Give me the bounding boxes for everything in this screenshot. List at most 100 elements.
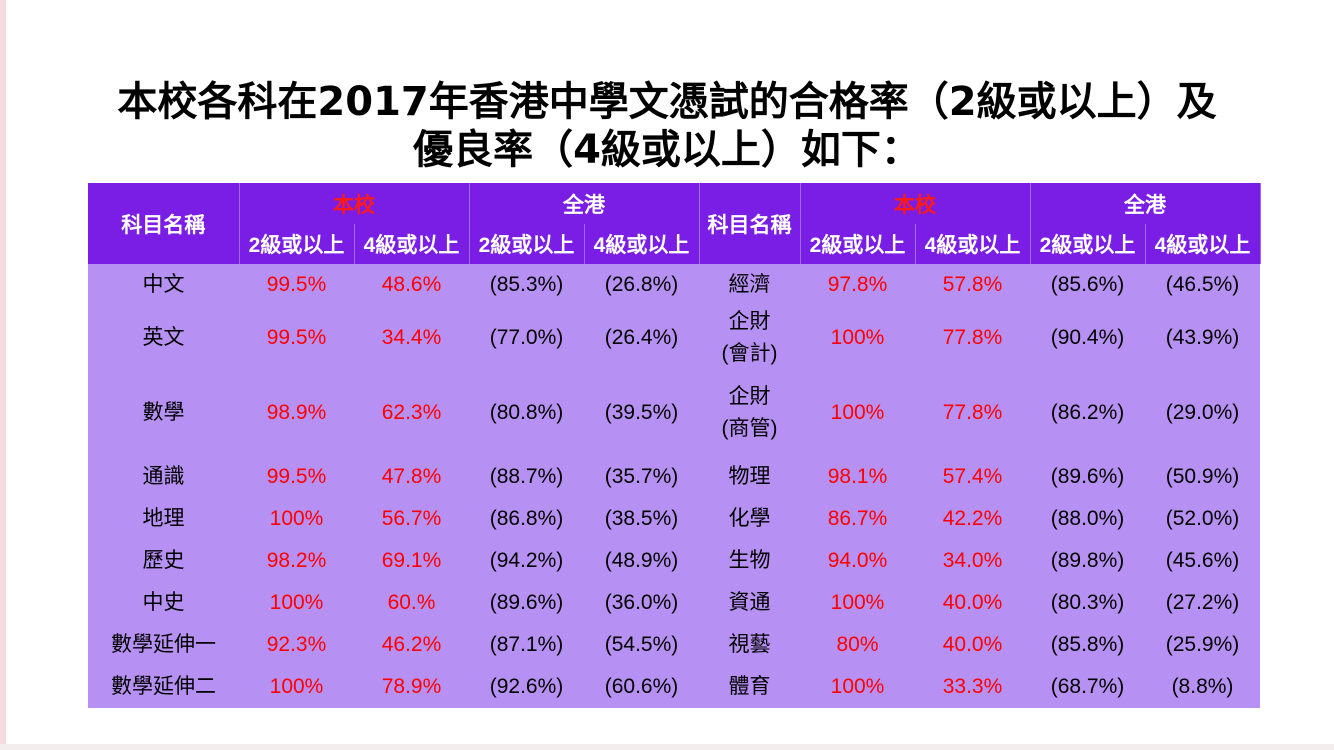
hk-level4-value: (27.2%) xyxy=(1145,582,1260,624)
header-row-groups: 科目名稱 本校 全港 科目名稱 本校 全港 xyxy=(88,183,1261,264)
table-row: 數學 98.9% 62.3% (80.8%) (39.5%) 企財 (商管) 100% 77.8… xyxy=(88,370,1260,456)
subject-right: 企財 (會計) xyxy=(699,306,800,370)
slide-left-edge xyxy=(0,0,6,750)
subject-right: 資通 xyxy=(699,582,800,624)
subject-name-line: 視藝 xyxy=(728,633,771,656)
subject-left: 地理 xyxy=(88,498,239,540)
school-group-header-right: 本校 xyxy=(800,183,1031,224)
subject-right: 體育 xyxy=(699,666,800,708)
school-level4-value: 77.8% xyxy=(915,370,1030,456)
school-level4-value: 57.4% xyxy=(915,456,1030,498)
hk-level4-value: (45.6%) xyxy=(1145,540,1260,582)
subject-name-line: (會計) xyxy=(721,342,778,365)
level4-header: 4級或以上 xyxy=(584,224,700,264)
hk-level2-value: (86.8%) xyxy=(469,498,584,540)
level4-header: 4級或以上 xyxy=(1145,224,1261,264)
hk-level2-value: (85.3%) xyxy=(469,264,584,306)
hk-level2-value: (80.3%) xyxy=(1030,582,1145,624)
subject-left: 數學 xyxy=(88,370,239,456)
school-level4-value: 57.8% xyxy=(915,264,1030,306)
school-level2-value: 98.9% xyxy=(239,370,354,456)
hk-level2-value: (90.4%) xyxy=(1030,306,1145,370)
table-row: 數學延伸二 100% 78.9% (92.6%) (60.6%) 體育 100% 33.3%(… xyxy=(88,666,1260,708)
subject-name-line: 數學 xyxy=(142,401,185,424)
level2-header: 2級或以上 xyxy=(239,224,355,264)
hk-level4-value: (43.9%) xyxy=(1145,306,1260,370)
subject-name-line: 英文 xyxy=(142,326,185,349)
level2-header: 2級或以上 xyxy=(1030,224,1146,264)
hk-level4-value: (29.0%) xyxy=(1145,370,1260,456)
hk-level2-value: (77.0%) xyxy=(469,306,584,370)
hk-level4-value: (38.5%) xyxy=(584,498,699,540)
subject-left: 數學延伸一 xyxy=(88,624,239,666)
subject-name-line: 經濟 xyxy=(728,273,771,296)
subject-name-line: 歷史 xyxy=(142,549,185,572)
hk-level2-value: (68.7%) xyxy=(1030,666,1145,708)
hk-level2-value: (89.6%) xyxy=(469,582,584,624)
hk-level4-value: (26.4%) xyxy=(584,306,699,370)
school-level4-value: 47.8% xyxy=(354,456,469,498)
table-row: 地理 100% 56.7% (86.8%) (38.5%) 化學 86.7% 42.2% (88… xyxy=(88,498,1260,540)
hk-level2-value: (85.8%) xyxy=(1030,624,1145,666)
hk-level2-value: (92.6%) xyxy=(469,666,584,708)
subject-name-line: 化學 xyxy=(728,507,771,530)
school-level2-value: 100% xyxy=(800,582,915,624)
subject-name-line: 中史 xyxy=(142,591,185,614)
school-level4-value: 34.0% xyxy=(915,540,1030,582)
school-level4-value: 60.% xyxy=(354,582,469,624)
hk-level4-value: (8.8%) xyxy=(1145,666,1260,708)
school-level2-value: 94.0% xyxy=(800,540,915,582)
school-level2-value: 99.5% xyxy=(239,306,354,370)
subject-name-line: 企財 xyxy=(728,310,771,333)
school-level2-value: 92.3% xyxy=(239,624,354,666)
hk-level2-value: (87.1%) xyxy=(469,624,584,666)
hk-level2-value: (86.2%) xyxy=(1030,370,1145,456)
subject-name-line: 物理 xyxy=(728,465,771,488)
subject-left: 數學延伸二 xyxy=(88,666,239,708)
school-level4-value: 40.0% xyxy=(915,624,1030,666)
hk-level4-value: (36.0%) xyxy=(584,582,699,624)
slide-title: 本校各科在2017年香港中學文憑試的合格率（2級或以上）及 優良率（4級或以上）… xyxy=(0,78,1334,174)
results-table: 科目名稱 本校 全港 科目名稱 本校 全港 2級或以上 4級或以上 2級或以上 … xyxy=(88,183,1261,708)
subject-right: 經濟 xyxy=(699,264,800,306)
school-level4-value: 69.1% xyxy=(354,540,469,582)
hk-level4-value: (52.0%) xyxy=(1145,498,1260,540)
school-level2-value: 100% xyxy=(239,582,354,624)
hk-level2-value: (89.8%) xyxy=(1030,540,1145,582)
subject-name-line: 資通 xyxy=(728,591,771,614)
hk-group-header-left: 全港 xyxy=(469,183,700,224)
school-level2-value: 80% xyxy=(800,624,915,666)
slide-bottom-edge xyxy=(0,744,1334,750)
subject-name-line: 中文 xyxy=(142,273,185,296)
school-level2-value: 100% xyxy=(239,666,354,708)
subject-name-line: 生物 xyxy=(728,549,771,572)
school-level4-value: 40.0% xyxy=(915,582,1030,624)
school-level2-value: 98.2% xyxy=(239,540,354,582)
school-group-header-left: 本校 xyxy=(239,183,470,224)
school-level2-value: 99.5% xyxy=(239,264,354,306)
school-level4-value: 62.3% xyxy=(354,370,469,456)
school-level4-value: 46.2% xyxy=(354,624,469,666)
school-level4-value: 56.7% xyxy=(354,498,469,540)
school-level4-value: 34.4% xyxy=(354,306,469,370)
school-level2-value: 99.5% xyxy=(239,456,354,498)
slide-title-line-2: 優良率（4級或以上）如下： xyxy=(413,127,921,173)
hk-level2-value: (80.8%) xyxy=(469,370,584,456)
table-row: 數學延伸一 92.3% 46.2% (87.1%) (54.5%) 視藝 80% 40.0%(… xyxy=(88,624,1260,666)
school-level2-value: 97.8% xyxy=(800,264,915,306)
hk-level4-value: (60.6%) xyxy=(584,666,699,708)
hk-level4-value: (25.9%) xyxy=(1145,624,1260,666)
table-row: 歷史 98.2% 69.1% (94.2%) (48.9%) 生物 94.0% 34.0% (8… xyxy=(88,540,1260,582)
subject-name-header-left: 科目名稱 xyxy=(88,183,240,264)
subject-right: 生物 xyxy=(699,540,800,582)
subject-right: 視藝 xyxy=(699,624,800,666)
subject-left: 通識 xyxy=(88,456,239,498)
subject-right: 化學 xyxy=(699,498,800,540)
hk-level4-value: (39.5%) xyxy=(584,370,699,456)
school-level4-value: 78.9% xyxy=(354,666,469,708)
hk-level2-value: (88.7%) xyxy=(469,456,584,498)
subject-left: 英文 xyxy=(88,306,239,370)
school-level2-value: 100% xyxy=(800,306,915,370)
subject-right: 物理 xyxy=(699,456,800,498)
school-level2-value: 86.7% xyxy=(800,498,915,540)
